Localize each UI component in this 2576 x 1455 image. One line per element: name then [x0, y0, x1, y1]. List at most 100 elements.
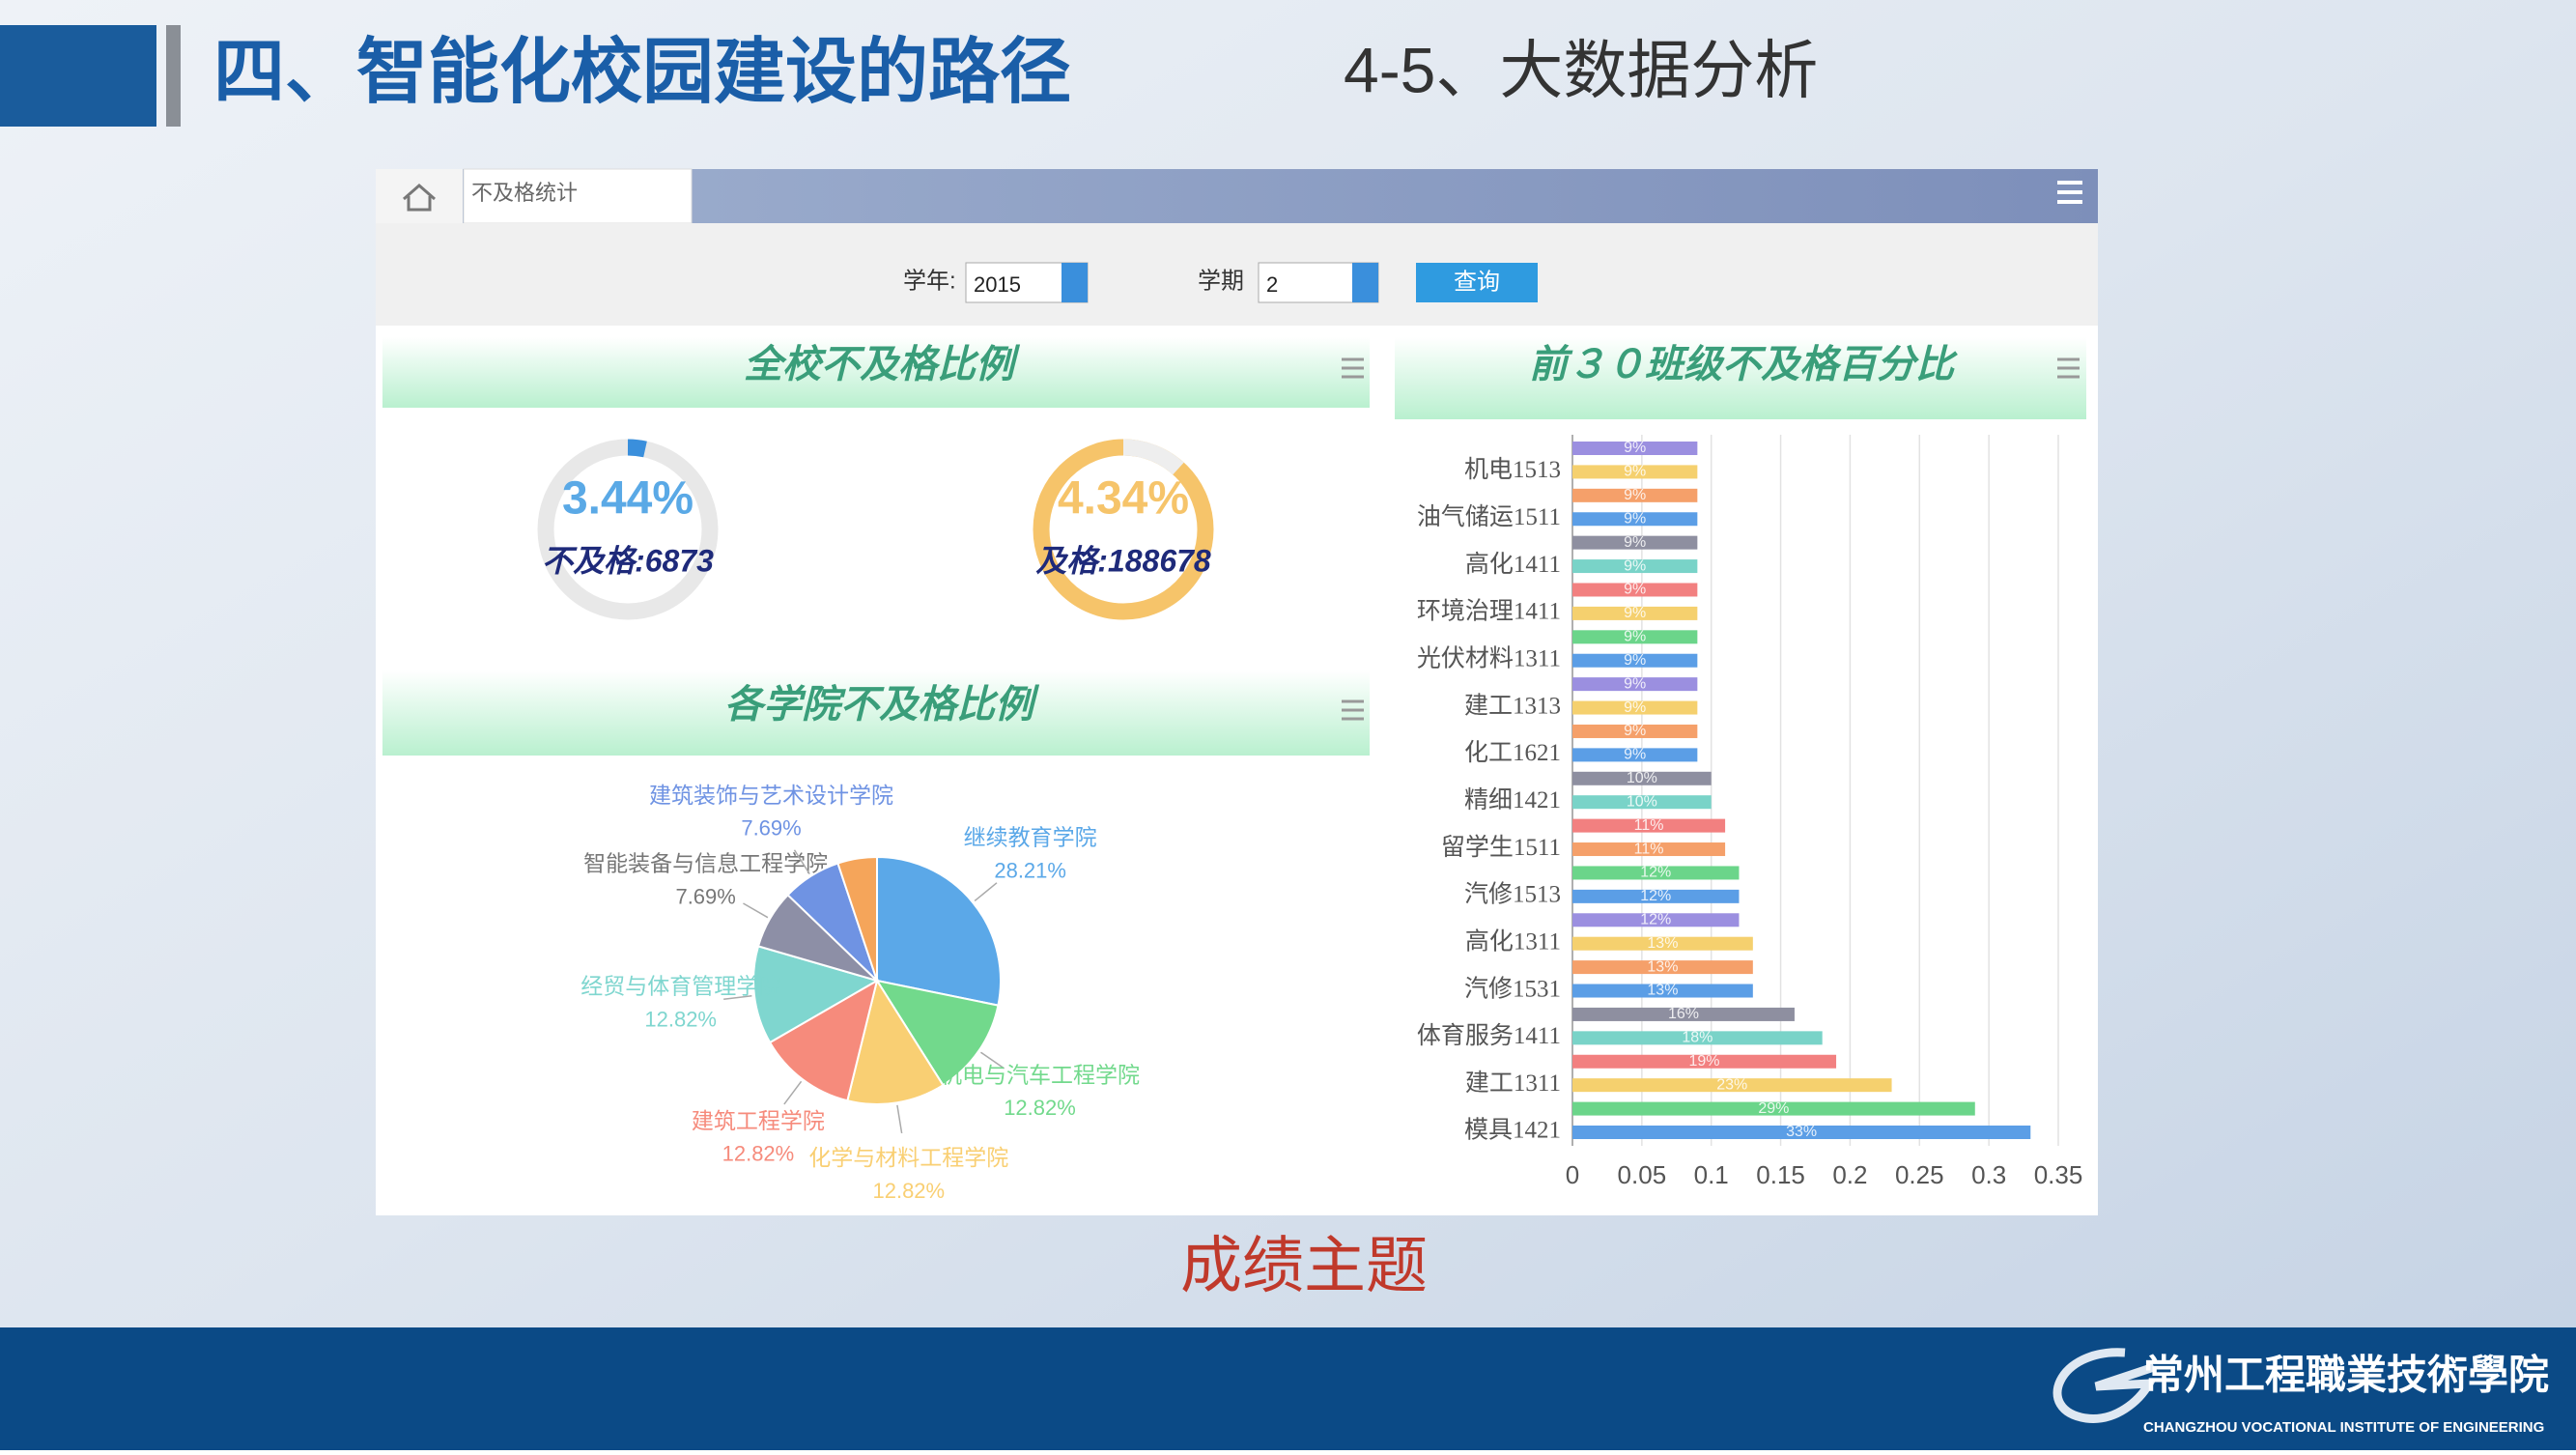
slice-label: 化学与材料工程学院: [808, 1145, 1008, 1170]
x-tick-label: 0.3: [1971, 1160, 2006, 1189]
year-dropdown[interactable]: [1062, 263, 1088, 302]
panel-title: 全校不及格比例: [744, 344, 1021, 386]
menu-icon[interactable]: [1342, 699, 1364, 721]
bar: [1572, 818, 1726, 833]
leader-line: [723, 994, 752, 1000]
year-label: 学年:: [903, 268, 956, 294]
bar: [1572, 488, 1698, 502]
bar-value-label: 9%: [1624, 464, 1646, 480]
y-tick-label: 汽修1531: [1464, 975, 1561, 1002]
school-logo: [2052, 1348, 2157, 1423]
home-button[interactable]: [376, 169, 463, 223]
slice-label: 建筑装饰与艺术设计学院: [649, 783, 893, 808]
slice-value-label: 7.69%: [741, 816, 801, 841]
bar: [1572, 677, 1698, 692]
bar: [1572, 984, 1753, 998]
bar-value-label: 10%: [1627, 793, 1657, 810]
bar-value-label: 9%: [1624, 582, 1646, 598]
bar: [1572, 795, 1712, 810]
bar: [1572, 583, 1698, 597]
slice-value-label: 28.21%: [994, 858, 1066, 882]
caption: 成绩主题: [1180, 1231, 1428, 1300]
bar-value-label: 12%: [1640, 888, 1671, 904]
school-name-en: CHANGZHOU VOCATIONAL INSTITUTE OF ENGINE…: [2143, 1419, 2544, 1436]
y-tick-label: 建工1311: [1465, 1070, 1561, 1097]
bar: [1572, 1054, 1837, 1069]
gauge-percent: 3.44%: [562, 473, 694, 525]
bar: [1572, 512, 1698, 527]
bar-value-label: 11%: [1634, 841, 1664, 857]
menu-icon[interactable]: [2057, 357, 2080, 379]
leader-line: [974, 882, 998, 902]
y-tick-label: 模具1421: [1464, 1117, 1561, 1144]
y-tick-label: 留学生1511: [1441, 834, 1561, 861]
school-name: 常州工程職業技術學院: [2143, 1354, 2549, 1399]
leader-line: [980, 1051, 1005, 1070]
slice-value-label: 12.82%: [644, 1007, 717, 1031]
gauge-arc: [1122, 439, 1184, 475]
bar: [1572, 442, 1698, 455]
leader-line: [743, 902, 769, 919]
bar: [1572, 866, 1740, 880]
panel-title: 前３０班级不及格百分比: [1529, 344, 1958, 386]
bar: [1572, 936, 1753, 951]
bar-value-label: 12%: [1640, 911, 1671, 927]
pie-slice: [874, 979, 1000, 1087]
bar: [1572, 889, 1740, 903]
slice-label: 建筑工程学院: [692, 1108, 825, 1133]
bar-value-label: 10%: [1627, 770, 1657, 786]
panel-title: 各学院不及格比例: [724, 684, 1040, 727]
bar-value-label: 9%: [1624, 652, 1646, 669]
x-tick-label: 0.25: [1895, 1160, 1944, 1189]
menu-icon[interactable]: [2057, 181, 2082, 204]
bar-value-label: 13%: [1647, 983, 1678, 999]
bar-value-label: 9%: [1624, 675, 1646, 692]
bar: [1572, 653, 1698, 668]
slice-label: 经贸与体育管理学院: [580, 974, 780, 999]
x-tick-label: 0.1: [1694, 1160, 1729, 1189]
bar: [1572, 748, 1698, 762]
bar-value-label: 33%: [1786, 1124, 1817, 1140]
bar-value-label: 9%: [1624, 534, 1646, 551]
x-tick-label: 0.15: [1756, 1160, 1805, 1189]
bar: [1572, 724, 1698, 738]
term-dropdown[interactable]: [1352, 263, 1378, 302]
bar: [1572, 465, 1698, 479]
slide-subtitle: 4-5、大数据分析: [1344, 34, 1818, 105]
bar-value-label: 29%: [1758, 1100, 1789, 1117]
bar-value-label: 9%: [1624, 510, 1646, 527]
year-value: 2015: [974, 272, 1021, 297]
x-tick-label: 0.05: [1618, 1160, 1667, 1189]
gauge-percent: 4.34%: [1058, 473, 1189, 525]
bar-value-label: 9%: [1624, 629, 1646, 645]
slice-label: 智能装备与信息工程学院: [583, 851, 828, 876]
menu-icon[interactable]: [1342, 357, 1364, 379]
x-tick-label: 0.2: [1832, 1160, 1867, 1189]
bar: [1572, 1126, 2031, 1139]
bar-value-label: 19%: [1689, 1053, 1720, 1070]
bar: [1572, 842, 1726, 857]
tab[interactable]: [463, 168, 693, 224]
y-tick-label: 体育服务1411: [1417, 1022, 1561, 1049]
bar-value-label: 23%: [1716, 1076, 1747, 1093]
slice-value-label: 12.82%: [722, 1142, 795, 1166]
bar-value-label: 18%: [1682, 1030, 1713, 1046]
bar: [1572, 630, 1698, 644]
gauge-caption: 不及格:6873: [542, 543, 714, 578]
y-tick-label: 油气储运1511: [1417, 503, 1561, 530]
bar: [1572, 913, 1740, 927]
query-button-label: 查询: [1454, 269, 1500, 295]
bar: [1572, 1101, 1975, 1116]
y-tick-label: 高化1411: [1465, 551, 1561, 578]
query-button[interactable]: [1416, 263, 1538, 302]
bar-value-label: 11%: [1634, 817, 1664, 834]
gauge-arc: [627, 439, 647, 458]
slice-value-label: 12.82%: [872, 1179, 945, 1203]
y-tick-label: 化工1621: [1464, 739, 1561, 766]
bar-value-label: 9%: [1624, 487, 1646, 503]
title-divider: [166, 25, 181, 127]
bar: [1572, 771, 1712, 785]
leader-line: [793, 849, 810, 875]
bar: [1572, 700, 1698, 715]
slice-label: 继续教育学院: [964, 825, 1097, 850]
